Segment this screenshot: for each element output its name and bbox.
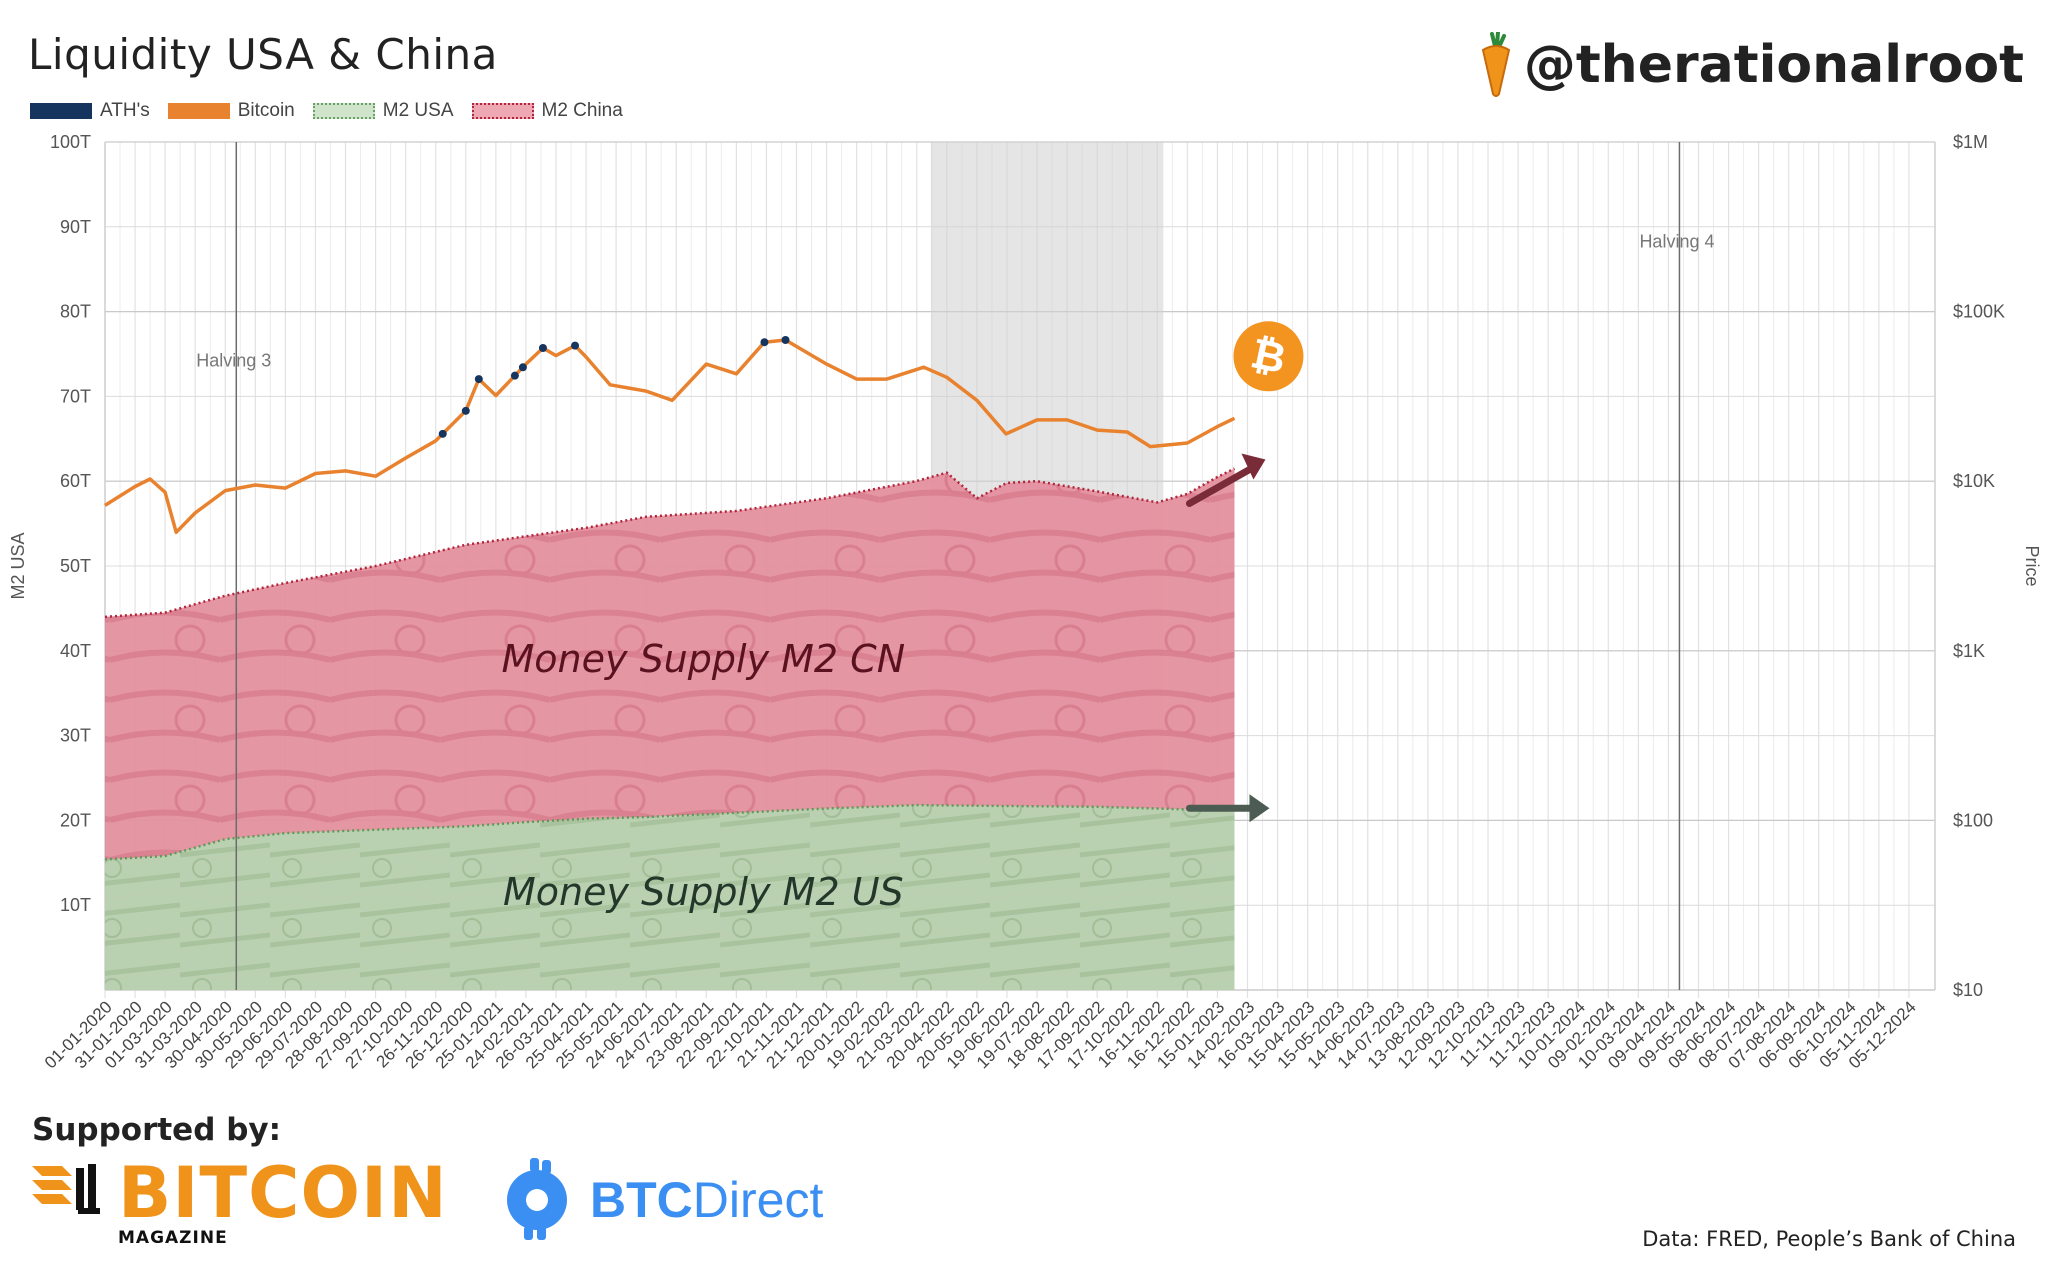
bitcoin-magazine-logo[interactable]: BITCOIN MAGAZINE xyxy=(32,1152,448,1248)
ath-marker xyxy=(538,344,547,353)
halving-label: Halving 3 xyxy=(196,350,271,370)
bitcoin-magazine-wordmark: BITCOIN xyxy=(118,1152,448,1234)
legend-swatch-bitcoin xyxy=(167,103,230,119)
y-tick-left: 40T xyxy=(60,641,91,661)
ath-marker xyxy=(571,341,580,350)
legend-label-m2-usa: M2 USA xyxy=(382,100,454,121)
legend-item-bitcoin[interactable]: Bitcoin xyxy=(167,100,295,122)
bitcoin-series xyxy=(104,338,1236,535)
y-tick-right: $1M xyxy=(1953,132,1988,152)
legend-item-m2-usa[interactable]: M2 USA xyxy=(312,100,454,122)
legend-swatch-ath xyxy=(30,103,92,119)
m2-areas xyxy=(104,467,1236,990)
ath-marker xyxy=(760,338,769,347)
y-tick-left: 70T xyxy=(60,386,91,406)
data-source-note: Data: FRED, People’s Bank of China xyxy=(1642,1227,2016,1251)
legend-swatch-m2-usa xyxy=(312,103,375,119)
btcdirect-wordmark: BTCDirect xyxy=(590,1171,823,1229)
ath-marker xyxy=(781,336,790,345)
y-axis-title-left: M2 USA xyxy=(8,532,28,599)
ath-marker xyxy=(474,375,483,384)
bitcoin-logo-icon xyxy=(1233,321,1304,392)
halving-label: Halving 4 xyxy=(1639,232,1714,252)
liquidity-chart: Halving 3 Halving 4 10T 20T 30T 40T 50T 60T 70T… xyxy=(8,132,2042,1072)
y-tick-right: $100K xyxy=(1953,302,2005,322)
arrow-up-icon xyxy=(1185,464,1255,507)
carrot-icon xyxy=(1481,32,1510,97)
halving-markers: Halving 3 Halving 4 xyxy=(196,142,1714,990)
ath-markers xyxy=(438,336,790,438)
y-tick-left: 90T xyxy=(60,217,91,237)
legend: ATH's Bitcoin M2 USA M2 China xyxy=(30,100,623,122)
y-tick-left: 30T xyxy=(60,726,91,746)
y-tick-left: 80T xyxy=(60,302,91,322)
y-tick-left: 50T xyxy=(60,556,91,576)
ath-marker xyxy=(461,406,470,415)
arrow-up-head-icon xyxy=(1241,453,1266,480)
legend-item-m2-china[interactable]: M2 China xyxy=(471,100,623,122)
m2-china-line xyxy=(104,467,1236,619)
m2-usa-area xyxy=(105,805,1235,990)
author-handle: @therationalroot xyxy=(1478,32,2024,98)
handle-text: @therationalroot xyxy=(1523,35,2024,95)
y-tick-left: 10T xyxy=(60,895,91,915)
annotation-m2-cn: Money Supply M2 CN xyxy=(502,637,906,681)
legend-item-ath[interactable]: ATH's xyxy=(30,100,150,122)
btcdirect-wordmark-bold: BTC xyxy=(590,1172,693,1228)
y-tick-right: $10K xyxy=(1953,471,1995,491)
y-tick-left: 60T xyxy=(60,471,91,491)
y-tick-right: $100 xyxy=(1953,810,1993,830)
legend-swatch-m2-china xyxy=(471,103,534,119)
y-tick-left: 20T xyxy=(60,810,91,830)
chart-title: Liquidity USA & China xyxy=(28,30,498,79)
m2-usa-line xyxy=(104,803,1235,861)
ath-marker xyxy=(518,363,527,372)
supported-by-label: Supported by: xyxy=(32,1112,281,1148)
y-tick-left: 100T xyxy=(50,132,91,152)
ath-marker xyxy=(510,371,519,380)
arrow-right-head-icon xyxy=(1249,794,1270,823)
chart-axes: 10T 20T 30T 40T 50T 60T 70T 80T 90T 100T $10 $100 $1… xyxy=(8,132,2042,1072)
y-tick-right: $1K xyxy=(1953,641,1985,661)
ath-marker xyxy=(438,429,447,438)
legend-label-bitcoin: Bitcoin xyxy=(237,100,295,121)
y-tick-right: $10 xyxy=(1953,980,1983,1000)
btcdirect-wordmark-light: Direct xyxy=(692,1172,824,1228)
annotation-m2-us: Money Supply M2 US xyxy=(503,870,904,914)
y-axis-title-right: Price xyxy=(2022,545,2042,586)
legend-label-m2-china: M2 China xyxy=(541,100,623,121)
btcdirect-logo[interactable]: BTCDirect xyxy=(502,1158,823,1242)
legend-label-ath: ATH's xyxy=(100,100,150,121)
bitcoin-magazine-icon xyxy=(32,1164,100,1214)
bitcoin-price-line xyxy=(104,338,1236,535)
btcdirect-icon xyxy=(507,1158,567,1240)
bitcoin-magazine-subtitle: MAGAZINE xyxy=(118,1228,228,1248)
